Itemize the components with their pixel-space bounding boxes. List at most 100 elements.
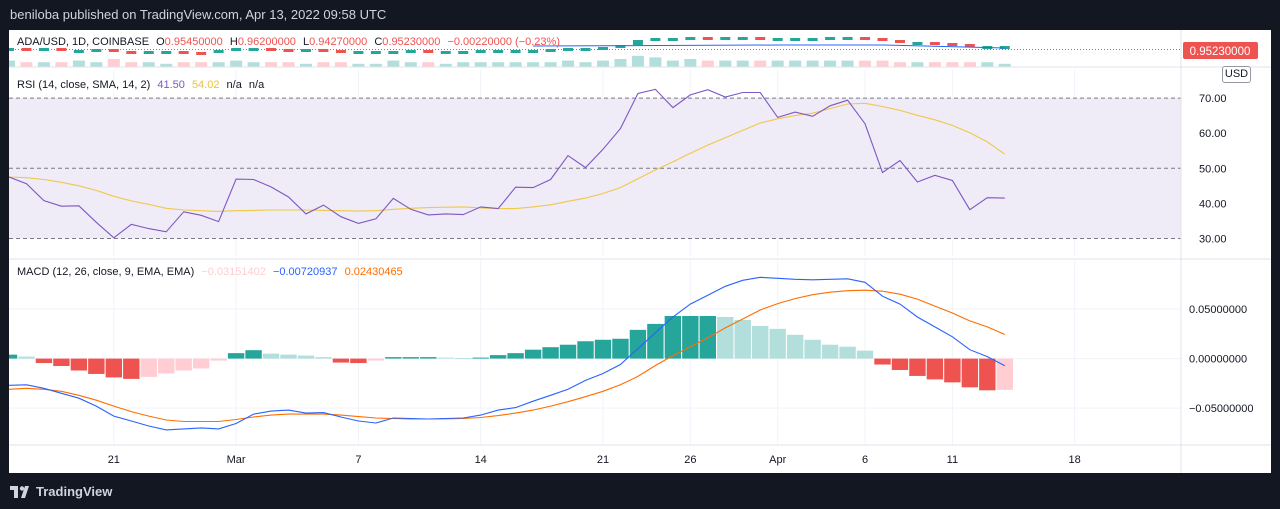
candle-body <box>231 48 242 51</box>
time-tick: 7 <box>355 454 361 466</box>
candle-body <box>318 49 329 52</box>
macd-histogram-bar <box>821 344 839 359</box>
change-value: −0.00220000 (−0.23%) <box>447 36 560 48</box>
volume-bar <box>562 60 575 67</box>
macd-histogram-bar <box>192 358 210 369</box>
macd-histogram-bar <box>105 358 123 378</box>
close-value: 0.95230000 <box>382 36 440 48</box>
candle-body <box>108 49 119 52</box>
candle-body <box>615 45 626 48</box>
volume-bar <box>527 62 540 67</box>
volume-bar <box>195 62 208 67</box>
volume-bar <box>509 62 522 67</box>
macd-histogram-bar <box>612 338 629 359</box>
macd-y-tick: −0.05000000 <box>1189 403 1254 415</box>
macd-histogram-bar <box>367 358 385 361</box>
macd-histogram-bar <box>489 355 507 359</box>
volume-bar <box>946 62 959 67</box>
volume-bar <box>474 62 487 67</box>
macd-histogram-bar <box>35 358 53 364</box>
macd-histogram-bar <box>717 316 734 359</box>
macd-histogram-bar <box>402 357 420 359</box>
macd-histogram-bar <box>210 358 227 361</box>
macd-histogram-bar <box>88 358 105 374</box>
chart-canvas[interactable]: 70.00 60.00 50.00 40.00 30.00 0.05000000 0.00… <box>0 30 1271 473</box>
candle-body <box>91 49 102 52</box>
candle-body <box>528 50 539 53</box>
volume-bar <box>893 62 906 67</box>
time-axis[interactable]: 21 Mar 7 14 21 26 Apr 6 11 18 <box>108 454 1081 466</box>
macd-pane: 0.05000000 0.00000000 −0.05000000 <box>0 260 1254 444</box>
volume-bar <box>177 62 190 67</box>
candle-body <box>720 37 731 40</box>
candle-body <box>685 37 696 40</box>
candle-body <box>388 51 399 54</box>
volume-bar <box>352 63 365 67</box>
candle-body <box>702 37 713 40</box>
volume-bar <box>404 62 417 67</box>
candle-body <box>912 42 923 45</box>
volume-bar <box>387 60 400 67</box>
macd-y-tick: 0.00000000 <box>1189 354 1247 366</box>
chart-panel[interactable]: 70.00 60.00 50.00 40.00 30.00 0.05000000 0.00… <box>0 30 1271 473</box>
volume-bar <box>107 59 120 67</box>
candle-body <box>405 50 416 53</box>
macd-histogram-bar <box>472 357 489 359</box>
volume-bar <box>230 60 243 67</box>
macd-hist-value: −0.03151402 <box>201 266 266 278</box>
volume-bar <box>125 62 138 67</box>
candle-body <box>964 44 975 47</box>
candle-body <box>143 51 154 54</box>
macd-histogram-bar <box>0 354 18 359</box>
time-tick: 26 <box>684 454 696 466</box>
rsi-title[interactable]: RSI (14, close, SMA, 14, 2) <box>17 79 150 91</box>
rsi-sma-line <box>8 102 1006 212</box>
macd-histogram-bar <box>297 355 315 359</box>
rsi-y-tick: 30.00 <box>1199 233 1227 245</box>
candle-body <box>21 48 32 51</box>
volume-bar <box>212 62 225 67</box>
rsi-y-tick: 40.00 <box>1199 198 1227 210</box>
macd-histogram-bar <box>839 346 856 359</box>
macd-histogram-bar <box>752 325 769 359</box>
macd-histogram-bar <box>123 358 140 379</box>
macd-signal-line <box>8 289 1006 423</box>
macd-histogram-bar <box>315 357 332 359</box>
candle-body <box>580 48 591 51</box>
macd-histogram-bar <box>175 358 192 371</box>
candle-body <box>56 48 67 51</box>
price-overlay-line <box>533 44 1005 49</box>
currency-button[interactable]: USD <box>1222 66 1251 83</box>
time-tick: 21 <box>108 454 120 466</box>
rsi-y-tick: 50.00 <box>1199 163 1227 175</box>
candle-body <box>597 47 608 50</box>
macd-histogram-bar <box>594 339 612 359</box>
volume-bar <box>142 62 155 67</box>
volume-bar <box>876 60 889 67</box>
last-price-label: 0.95230000 <box>1190 46 1251 58</box>
low-value: 0.94270000 <box>309 36 367 48</box>
price-pane <box>3 37 1181 67</box>
rsi-pane: 70.00 60.00 50.00 40.00 30.00 <box>8 70 1227 256</box>
volume-bar <box>37 62 50 67</box>
macd-histogram-bar <box>332 358 350 363</box>
candle-body <box>73 50 84 53</box>
candle-body <box>370 51 381 54</box>
candle-body <box>772 38 783 41</box>
macd-histogram-bar <box>18 356 35 359</box>
open-value: 0.95450000 <box>165 36 223 48</box>
candle-body <box>266 48 277 51</box>
macd-line <box>8 276 1006 431</box>
macd-title[interactable]: MACD (12, 26, close, 9, EMA, EMA) <box>17 266 194 278</box>
tradingview-logo[interactable]: TradingView <box>10 484 112 499</box>
macd-histogram-bar <box>961 358 979 388</box>
macd-histogram-bar <box>682 315 699 359</box>
symbol-label[interactable]: ADA/USD, 1D, COINBASE <box>17 36 149 48</box>
macd-histogram-bar <box>577 341 594 359</box>
volume-bar <box>3 60 15 67</box>
macd-histogram-bar <box>53 358 70 367</box>
volume-bar <box>649 57 662 67</box>
candle-body <box>790 38 801 41</box>
candle-body <box>947 43 958 46</box>
